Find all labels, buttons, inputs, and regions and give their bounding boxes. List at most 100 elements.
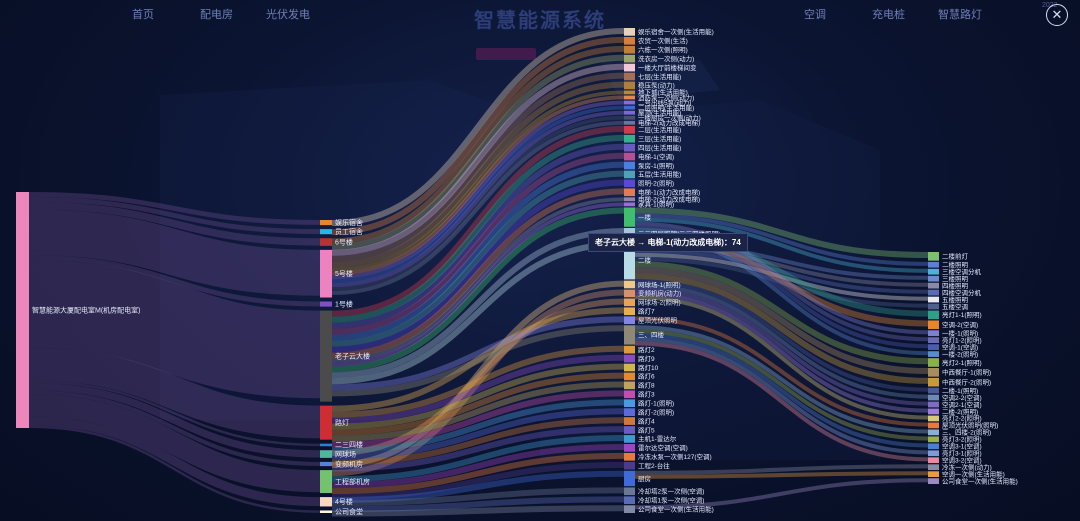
sankey-node[interactable] bbox=[624, 372, 635, 381]
sankey-link[interactable] bbox=[634, 283, 929, 399]
sankey-link[interactable] bbox=[331, 105, 625, 284]
sankey-link[interactable] bbox=[331, 81, 625, 268]
sankey-link[interactable] bbox=[28, 347, 321, 439]
sankey-node[interactable] bbox=[624, 143, 635, 152]
sankey-node[interactable] bbox=[928, 478, 939, 484]
sankey-link[interactable] bbox=[634, 256, 929, 308]
sankey-node[interactable] bbox=[928, 303, 939, 310]
sankey-link[interactable] bbox=[634, 478, 929, 510]
sankey-node[interactable] bbox=[928, 429, 939, 436]
sankey-node[interactable] bbox=[624, 45, 635, 54]
sankey-node[interactable] bbox=[624, 63, 635, 72]
sankey-node[interactable] bbox=[928, 471, 939, 478]
sankey-link[interactable] bbox=[634, 248, 929, 294]
sankey-node[interactable] bbox=[928, 408, 939, 415]
sankey-link[interactable] bbox=[634, 325, 929, 434]
sankey-link[interactable] bbox=[331, 461, 625, 501]
sankey-node[interactable] bbox=[928, 344, 939, 350]
sankey-node[interactable] bbox=[624, 289, 635, 298]
sankey-link[interactable] bbox=[331, 470, 625, 504]
sankey-link[interactable] bbox=[331, 54, 625, 251]
sankey-link[interactable] bbox=[331, 72, 625, 262]
sankey-link[interactable] bbox=[634, 295, 929, 420]
sankey-link[interactable] bbox=[634, 273, 929, 384]
sankey-link[interactable] bbox=[331, 45, 625, 245]
sankey-node[interactable] bbox=[624, 105, 635, 110]
sankey-node[interactable] bbox=[928, 443, 939, 450]
sankey-node[interactable] bbox=[624, 240, 635, 280]
sankey-link[interactable] bbox=[634, 207, 929, 259]
nav-item-ac[interactable]: 空调 bbox=[804, 9, 826, 21]
sankey-link[interactable] bbox=[28, 196, 321, 235]
sankey-link[interactable] bbox=[331, 316, 625, 391]
sankey-node[interactable] bbox=[624, 81, 635, 90]
sankey-node[interactable] bbox=[624, 435, 635, 443]
sankey-link[interactable] bbox=[331, 100, 625, 280]
sankey-node[interactable] bbox=[624, 443, 635, 452]
sankey-link[interactable] bbox=[331, 487, 625, 507]
sankey-link[interactable] bbox=[331, 110, 625, 288]
sankey-node[interactable] bbox=[928, 275, 939, 282]
sankey-link[interactable] bbox=[331, 381, 625, 442]
sankey-link[interactable] bbox=[634, 337, 929, 455]
sankey-link[interactable] bbox=[331, 161, 625, 341]
sankey-node[interactable] bbox=[624, 426, 635, 434]
sankey-node[interactable] bbox=[624, 90, 635, 95]
sankey-link[interactable] bbox=[634, 260, 929, 365]
sankey-link[interactable] bbox=[331, 307, 625, 412]
sankey-node[interactable] bbox=[624, 152, 635, 161]
sankey-link[interactable] bbox=[331, 372, 625, 436]
sankey-node[interactable] bbox=[624, 461, 635, 470]
sankey-node[interactable] bbox=[624, 496, 635, 505]
sankey-link[interactable] bbox=[331, 63, 625, 256]
sankey-link[interactable] bbox=[634, 333, 929, 448]
sankey-link[interactable] bbox=[331, 443, 625, 489]
sankey-node[interactable] bbox=[624, 179, 635, 188]
sankey-link[interactable] bbox=[634, 217, 929, 273]
sankey-node[interactable] bbox=[320, 238, 332, 246]
sankey-node[interactable] bbox=[928, 450, 939, 457]
sankey-link[interactable] bbox=[331, 298, 625, 457]
sankey-link[interactable] bbox=[634, 279, 929, 392]
sankey-node[interactable] bbox=[928, 282, 939, 289]
sankey-node[interactable] bbox=[624, 170, 635, 179]
sankey-node[interactable] bbox=[928, 268, 939, 275]
sankey-node[interactable] bbox=[16, 192, 29, 428]
sankey-node[interactable] bbox=[928, 457, 939, 464]
sankey-node[interactable] bbox=[624, 134, 635, 143]
sankey-node[interactable] bbox=[928, 320, 939, 330]
sankey-link[interactable] bbox=[331, 36, 625, 236]
sankey-link[interactable] bbox=[28, 416, 321, 507]
sankey-node[interactable] bbox=[624, 161, 635, 170]
sankey-link[interactable] bbox=[634, 267, 929, 375]
sankey-node[interactable] bbox=[624, 363, 635, 372]
sankey-link[interactable] bbox=[331, 417, 625, 466]
sankey-node[interactable] bbox=[624, 298, 635, 307]
sankey-node[interactable] bbox=[928, 377, 939, 387]
sankey-node[interactable] bbox=[320, 310, 332, 402]
sankey-link[interactable] bbox=[331, 452, 625, 495]
sankey-node[interactable] bbox=[928, 330, 939, 337]
sankey-link[interactable] bbox=[331, 505, 625, 517]
sankey-link[interactable] bbox=[331, 289, 625, 477]
sankey-node[interactable] bbox=[320, 301, 332, 307]
sankey-link[interactable] bbox=[28, 390, 321, 466]
sankey-node[interactable] bbox=[624, 417, 635, 425]
sankey-node[interactable] bbox=[624, 188, 635, 197]
sankey-node[interactable] bbox=[624, 115, 635, 120]
sankey-link[interactable] bbox=[28, 255, 321, 307]
sankey-link[interactable] bbox=[331, 426, 625, 472]
sankey-link[interactable] bbox=[331, 345, 625, 418]
sankey-link[interactable] bbox=[634, 291, 929, 413]
nav-item-charger[interactable]: 充电桩 bbox=[872, 9, 905, 21]
sankey-node[interactable] bbox=[624, 120, 635, 125]
sankey-node[interactable] bbox=[624, 197, 635, 202]
sankey-node[interactable] bbox=[928, 464, 939, 471]
sankey-node[interactable] bbox=[928, 310, 939, 320]
sankey-node[interactable] bbox=[624, 125, 635, 134]
sankey-node[interactable] bbox=[928, 296, 939, 303]
sankey-node[interactable] bbox=[320, 220, 332, 226]
sankey-link[interactable] bbox=[331, 143, 625, 329]
sankey-node[interactable] bbox=[624, 487, 635, 496]
sankey-link[interactable] bbox=[331, 354, 625, 424]
